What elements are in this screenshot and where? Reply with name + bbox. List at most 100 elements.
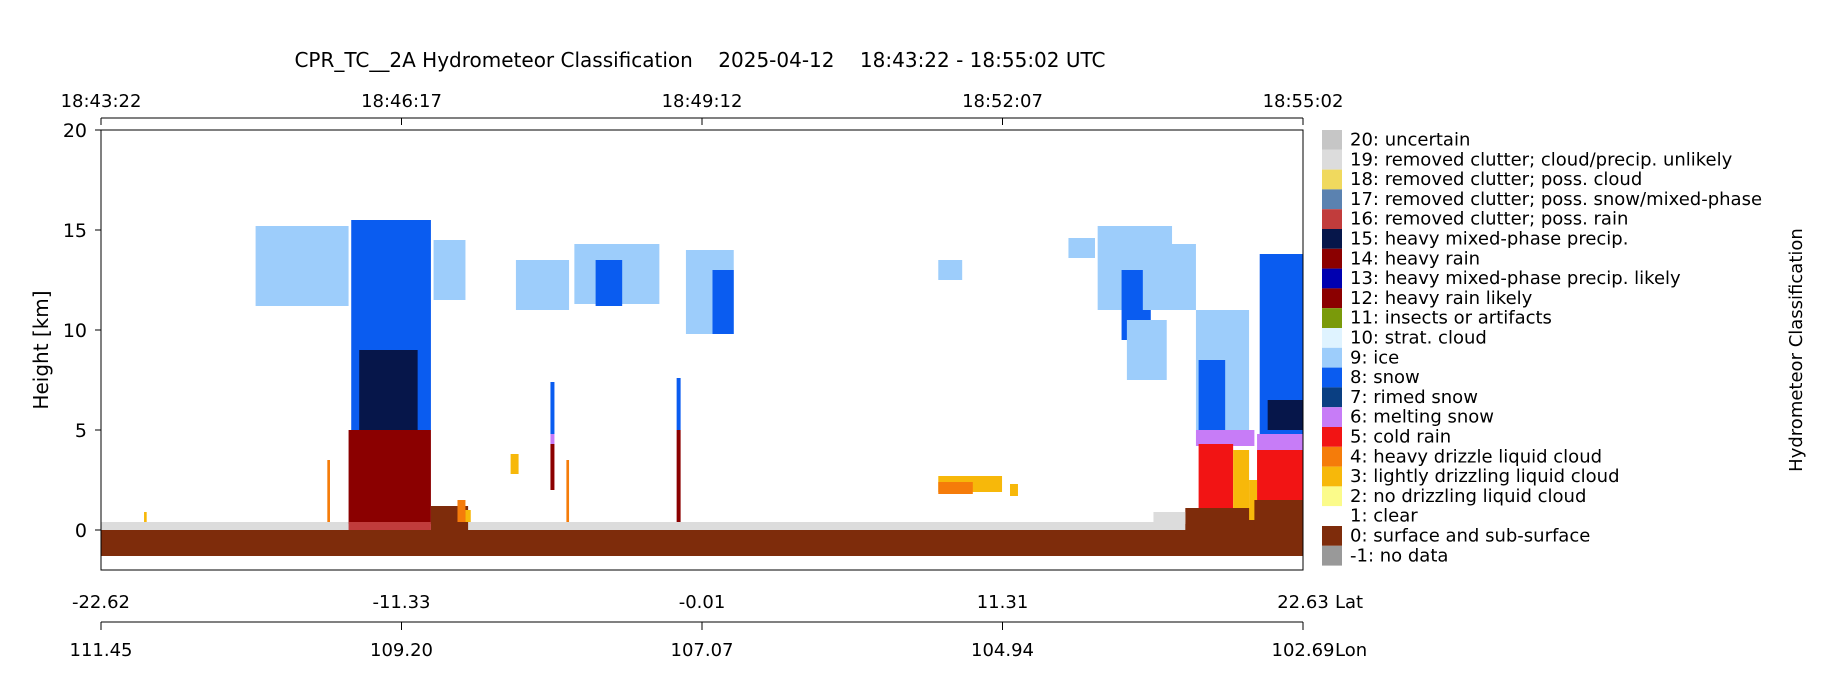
region-class-4 xyxy=(457,500,466,522)
classification-regions xyxy=(101,220,1303,556)
lon-tick-label: 107.07 xyxy=(671,640,734,661)
legend-label: 15: heavy mixed-phase precip. xyxy=(1350,229,1628,250)
legend-swatch-7 xyxy=(1322,387,1342,408)
legend-label: 6: melting snow xyxy=(1350,407,1494,428)
plot-background xyxy=(101,130,1303,570)
region-class-3 xyxy=(465,510,471,522)
lon-tick-label: 109.20 xyxy=(370,640,433,661)
region-class-3 xyxy=(1233,450,1250,510)
legend-swatch-17 xyxy=(1322,189,1342,210)
legend-swatch-3 xyxy=(1322,466,1342,487)
lat-tick-label: 11.31 xyxy=(977,592,1029,613)
legend-label: 14: heavy rain xyxy=(1350,248,1480,269)
region-class-3 xyxy=(144,512,147,522)
legend-label: 19: removed clutter; cloud/precip. unlik… xyxy=(1350,149,1733,170)
region-class-4 xyxy=(566,460,570,522)
legend-label: 10: strat. cloud xyxy=(1350,328,1487,349)
legend-label: 16: removed clutter; poss. rain xyxy=(1350,209,1628,230)
colorbar-label: Hydrometeor Classification xyxy=(1786,228,1807,472)
region-class-8 xyxy=(676,378,681,430)
lat-axis-label: Lat xyxy=(1335,592,1363,613)
lat-tick-label: -22.62 xyxy=(72,592,130,613)
legend-swatch-19 xyxy=(1322,149,1342,170)
legend-label: 3: lightly drizzling liquid cloud xyxy=(1350,466,1620,487)
legend-label: 20: uncertain xyxy=(1350,130,1470,151)
time-tick-label: 18:46:17 xyxy=(361,91,442,112)
legend-label: 11: insects or artifacts xyxy=(1350,308,1552,329)
plot-area xyxy=(100,129,1304,571)
legend-label: 5: cold rain xyxy=(1350,427,1451,448)
legend-label: 9: ice xyxy=(1350,347,1399,368)
legend-swatch-15 xyxy=(1322,229,1342,249)
legend-swatch-16 xyxy=(1322,209,1342,229)
region-class-6 xyxy=(550,434,555,444)
y-axis-label: Height [km] xyxy=(29,290,53,409)
region-class-4 xyxy=(327,460,330,522)
legend-swatch-8 xyxy=(1322,367,1342,388)
longitude-axis: 111.45 109.20 107.07 104.94 102.69 Lon xyxy=(70,621,1367,661)
region-class-9 xyxy=(255,226,349,306)
y-tick-label: 15 xyxy=(63,220,87,242)
region-class-16 xyxy=(348,522,431,530)
region-class-3 xyxy=(1249,480,1258,520)
time-tick-label: 18:55:02 xyxy=(1263,91,1344,112)
legend-label: 4: heavy drizzle liquid cloud xyxy=(1350,446,1602,467)
legend-label: 13: heavy mixed-phase precip. likely xyxy=(1350,268,1681,289)
lon-tick-label: 104.94 xyxy=(971,640,1034,661)
region-class-15 xyxy=(1267,400,1303,430)
y-tick-label: 20 xyxy=(63,120,87,142)
legend-swatch-10 xyxy=(1322,328,1342,348)
region-class-9 xyxy=(515,260,570,310)
legend-swatch-neg1 xyxy=(1322,545,1342,566)
region-class-4 xyxy=(938,482,973,494)
legend-swatch-20 xyxy=(1322,130,1342,150)
region-class-3 xyxy=(510,454,519,474)
y-tick-label: 5 xyxy=(75,420,87,442)
legend-label: 1: clear xyxy=(1350,506,1418,527)
lat-tick-label: 22.63 xyxy=(1277,592,1329,613)
region-class-3 xyxy=(1010,484,1018,496)
region-class-8 xyxy=(712,270,734,334)
region-class-14 xyxy=(550,444,555,490)
legend-swatch-5 xyxy=(1322,427,1342,447)
region-class-8 xyxy=(1198,360,1226,430)
latitude-axis: -22.62 -11.33 -0.01 11.31 22.63 Lat xyxy=(72,592,1363,613)
lat-tick-label: -11.33 xyxy=(372,592,430,613)
legend-label: 2: no drizzling liquid cloud xyxy=(1350,486,1586,507)
lon-axis-label: Lon xyxy=(1335,640,1367,661)
legend-swatch-11 xyxy=(1322,308,1342,328)
region-class-9 xyxy=(433,240,466,300)
y-tick-label: 0 xyxy=(75,520,87,542)
region-class-0 xyxy=(1254,500,1303,530)
region-class-9 xyxy=(1068,238,1096,258)
region-class-14 xyxy=(348,430,431,524)
lon-tick-label: 102.69 xyxy=(1272,640,1335,661)
region-class-6 xyxy=(1195,430,1255,446)
lon-tick-label: 111.45 xyxy=(70,640,133,661)
legend-label: -1: no data xyxy=(1350,545,1448,566)
height-axis: 0 5 10 15 20 xyxy=(63,120,101,542)
legend-label: 18: removed clutter; poss. cloud xyxy=(1350,169,1642,190)
chart-title: CPR_TC__2A Hydrometeor Classification 20… xyxy=(294,48,1105,72)
time-axis: 18:43:22 18:46:17 18:49:12 18:52:07 18:55:02 xyxy=(61,91,1344,125)
legend-label: 7: rimed snow xyxy=(1350,387,1478,408)
lat-tick-label: -0.01 xyxy=(679,592,726,613)
time-tick-label: 18:43:22 xyxy=(61,91,142,112)
plot-frame xyxy=(100,129,1304,571)
legend-label: 8: snow xyxy=(1350,367,1420,388)
legend-swatch-0 xyxy=(1322,526,1342,546)
legend-swatch-9 xyxy=(1322,347,1342,368)
region-class-9 xyxy=(1126,320,1167,380)
region-class-8 xyxy=(595,260,623,306)
y-tick-label: 10 xyxy=(63,320,87,342)
legend-label: 0: surface and sub-surface xyxy=(1350,526,1590,547)
legend-label: 17: removed clutter; poss. snow/mixed-ph… xyxy=(1350,189,1762,210)
region-class-15 xyxy=(359,350,418,430)
region-class-6 xyxy=(1257,434,1303,450)
region-class-0 xyxy=(101,530,1303,556)
time-tick-label: 18:52:07 xyxy=(962,91,1043,112)
region-class-14 xyxy=(676,430,681,522)
legend-swatch-4 xyxy=(1322,446,1342,467)
